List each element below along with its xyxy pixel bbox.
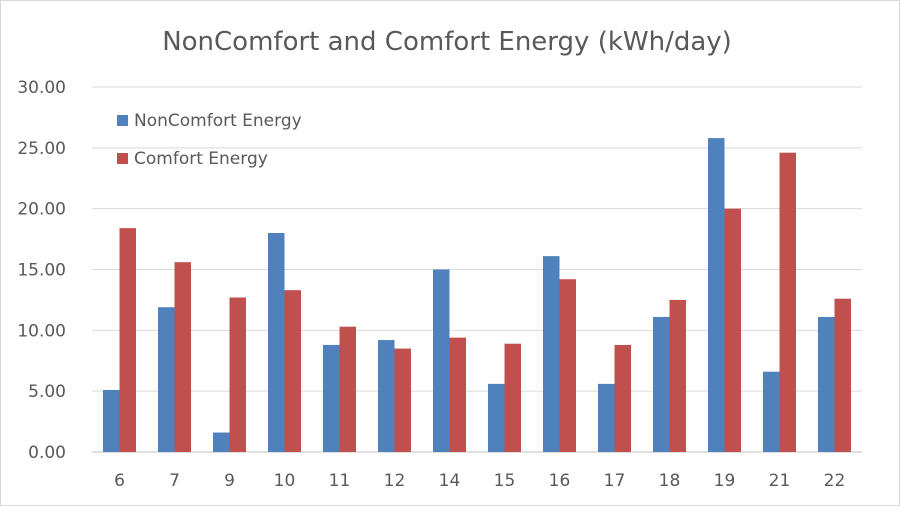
y-tick-label: 30.00 (17, 78, 66, 98)
bar-noncomfort-18 (653, 316, 670, 452)
bar-comfort-15 (504, 343, 521, 452)
x-tick-label: 19 (714, 471, 736, 491)
x-tick-label: 17 (604, 471, 626, 491)
bar-noncomfort-7 (158, 307, 175, 452)
x-tick-label: 7 (169, 471, 180, 491)
bar-comfort-10 (284, 290, 301, 452)
x-tick-label: 16 (549, 471, 571, 491)
bar-noncomfort-22 (818, 316, 835, 452)
bar-comfort-7 (174, 262, 191, 452)
x-tick-label: 6 (114, 471, 125, 491)
bar-comfort-19 (724, 208, 741, 452)
y-axis-labels: 0.00 5.00 10.00 15.00 20.00 25.00 30.00 (17, 78, 66, 463)
bar-noncomfort-6 (103, 389, 120, 452)
bar-comfort-6 (119, 228, 136, 452)
bar-comfort-11 (339, 326, 356, 452)
x-tick-label: 15 (494, 471, 516, 491)
bar-comfort-12 (394, 348, 411, 452)
bar-comfort-16 (559, 279, 576, 452)
bar-noncomfort-10 (268, 233, 285, 452)
bar-comfort-17 (614, 344, 631, 452)
y-tick-label: 5.00 (28, 382, 66, 402)
legend-label-1: Comfort Energy (134, 149, 268, 169)
bar-noncomfort-9 (213, 432, 230, 452)
bar-noncomfort-16 (543, 256, 560, 452)
x-tick-label: 9 (224, 471, 235, 491)
y-tick-label: 15.00 (17, 261, 66, 281)
bar-noncomfort-19 (708, 138, 725, 452)
bar-comfort-14 (449, 337, 466, 452)
legend-label-0: NonComfort Energy (134, 111, 302, 131)
y-tick-label: 25.00 (17, 139, 66, 159)
bars (103, 138, 851, 452)
y-tick-label: 10.00 (17, 321, 66, 341)
x-tick-label: 12 (384, 471, 406, 491)
bar-comfort-9 (229, 297, 246, 452)
bar-comfort-21 (779, 152, 796, 452)
x-tick-label: 14 (439, 471, 461, 491)
x-tick-label: 21 (769, 471, 791, 491)
x-axis-labels: 6 7 9 10 11 12 14 15 16 17 18 19 21 22 (114, 471, 845, 491)
legend-swatch-0 (117, 115, 128, 126)
bar-noncomfort-15 (488, 383, 505, 452)
bar-comfort-22 (834, 298, 851, 452)
bar-noncomfort-21 (763, 371, 780, 452)
bar-comfort-18 (669, 299, 686, 452)
gridlines (92, 86, 862, 453)
y-tick-label: 0.00 (28, 443, 66, 463)
x-tick-label: 10 (274, 471, 296, 491)
legend: NonComfort Energy Comfort Energy (117, 111, 302, 169)
chart-title: NonComfort and Comfort Energy (kWh/day) (162, 27, 732, 57)
bar-noncomfort-11 (323, 344, 340, 452)
x-tick-label: 11 (329, 471, 351, 491)
x-tick-label: 18 (659, 471, 681, 491)
bar-noncomfort-12 (378, 340, 395, 452)
y-tick-label: 20.00 (17, 200, 66, 220)
bar-noncomfort-14 (433, 269, 450, 452)
x-tick-label: 22 (824, 471, 846, 491)
bar-noncomfort-17 (598, 383, 615, 452)
legend-swatch-1 (117, 153, 128, 164)
